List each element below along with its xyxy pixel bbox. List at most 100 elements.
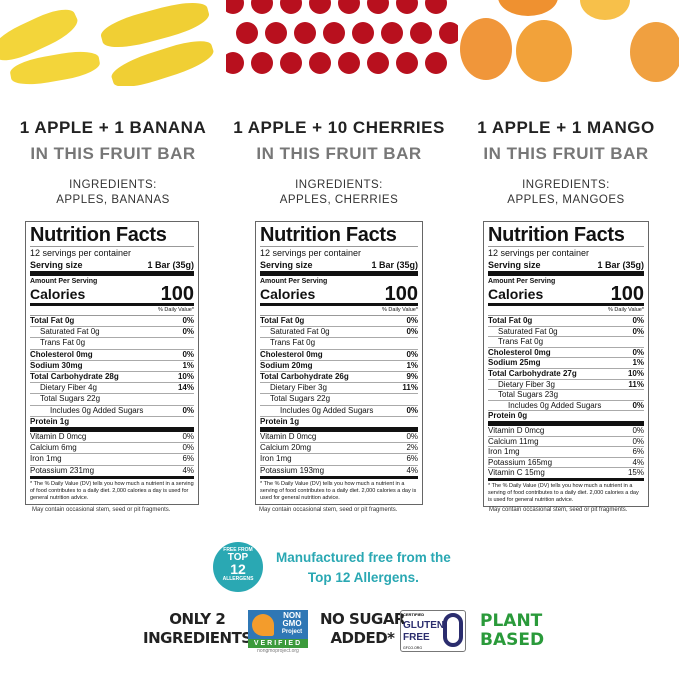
butterfly-icon	[252, 614, 274, 636]
ingredients: INGREDIENTS: APPLES, CHERRIES	[229, 178, 449, 208]
servings-per-container: 12 servings per container	[488, 248, 590, 258]
nutrient-name: Saturated Fat 0g	[498, 326, 558, 336]
nutrient-row: Iron 1mg 6%	[260, 454, 418, 466]
nutrient-name: Vitamin D 0mcg	[488, 425, 545, 435]
serving-size-value: 1 Bar (35g)	[147, 260, 194, 270]
nutrient-row: Includes 0g Added Sugars 0%	[30, 406, 194, 417]
nutrient-name: Trans Fat 0g	[498, 337, 544, 347]
nutrient-daily-value: 10%	[627, 368, 644, 378]
logo-text: FREE	[403, 632, 430, 643]
nutrient-row: Saturated Fat 0g 0%	[260, 327, 418, 339]
cherry-shape	[280, 0, 302, 14]
cherry-shape	[236, 22, 258, 44]
calories-label: Calories	[488, 286, 544, 302]
badge-line: NO SUGAR	[320, 610, 405, 628]
serving-size-row: Serving size 1 Bar (35g)	[30, 259, 194, 276]
cherry-shape	[352, 22, 374, 44]
nutrient-daily-value: 0%	[632, 425, 644, 435]
allergen-free-badge: FREE FROM TOP 12 ALLERGENS	[213, 542, 263, 592]
logo-text: GMO	[282, 619, 302, 628]
nutrient-row: Total Sugars 22g	[260, 394, 418, 406]
nutrient-name: Iron 1mg	[488, 447, 520, 457]
nutrient-row: Sodium 25mg 1%	[488, 358, 644, 369]
nutrient-daily-value: 1%	[182, 360, 194, 370]
nutrient-name: Cholesterol 0mg	[30, 349, 93, 359]
nutrient-row: Vitamin D 0mcg 0%	[488, 426, 644, 437]
ingredients-label: INGREDIENTS:	[69, 179, 157, 191]
nutrient-name: Calcium 6mg	[30, 443, 77, 453]
nutrient-row: Saturated Fat 0g 0%	[488, 327, 644, 338]
nutrient-name: Sodium 20mg	[260, 360, 313, 370]
logo-text: CERTIFIED	[403, 612, 425, 617]
nutrient-daily-value: 0%	[632, 347, 644, 357]
nutrient-row: Total Fat 0g 0%	[488, 316, 644, 327]
calories-label: Calories	[260, 286, 316, 302]
badge-line: ONLY 2	[169, 610, 226, 628]
daily-value-header: % Daily Value*	[488, 306, 644, 316]
serving-size-label: Serving size	[488, 260, 541, 270]
serving-size-label: Serving size	[260, 260, 313, 270]
allergen-statement-line: Top 12 Allergens.	[307, 570, 419, 585]
nutrient-row: Trans Fat 0g	[488, 337, 644, 348]
nutrient-daily-value: 2%	[406, 443, 418, 453]
nutrient-row: Protein 1g	[30, 417, 194, 433]
nutrient-row: Sodium 30mg 1%	[30, 360, 194, 373]
badge-line: PLANT	[480, 611, 543, 631]
disclaimer: May contain occasional stem, seed or pit…	[259, 507, 398, 513]
badge-text: 12	[230, 561, 246, 577]
only-2-ingredients-badge: ONLY 2 INGREDIENTS	[143, 610, 252, 648]
cherry-shape	[226, 52, 244, 74]
cherry-shape	[338, 52, 360, 74]
nutrition-facts-title: Nutrition Facts	[260, 224, 418, 247]
ingredients-list: APPLES, CHERRIES	[279, 194, 399, 206]
nutrient-name: Protein 1g	[260, 416, 300, 426]
nutrient-daily-value: 0%	[182, 443, 194, 453]
nutrient-name: Dietary Fiber 3g	[270, 383, 327, 393]
calories-row: Calories 100	[260, 284, 418, 306]
amount-per-serving: Amount Per Serving	[30, 278, 98, 285]
calories-value: 100	[610, 283, 644, 305]
cherry-shape	[367, 0, 389, 14]
ingredients-label: INGREDIENTS:	[295, 179, 383, 191]
product-column: 1 APPLE + 1 BANANA IN THIS FRUIT BAR INGRE…	[3, 118, 223, 208]
nutrient-name: Total Carbohydrate 27g	[488, 368, 577, 378]
nutrient-daily-value: 0%	[182, 349, 194, 359]
nutrient-daily-value: 0%	[632, 326, 644, 336]
nutrient-row: Cholesterol 0mg 0%	[30, 350, 194, 361]
nutrient-name: Includes 0g Added Sugars	[280, 405, 374, 415]
nutrient-name: Potassium 193mg	[260, 465, 325, 475]
disclaimer: May contain occasional stem, seed or pit…	[32, 507, 171, 513]
logo-text: GLUTEN	[403, 620, 445, 631]
nutrient-name: Includes 0g Added Sugars	[50, 405, 144, 415]
serving-size-value: 1 Bar (35g)	[597, 260, 644, 270]
nutrient-row: Potassium 165mg 4%	[488, 458, 644, 469]
badge-text: TOP	[227, 552, 249, 563]
nutrient-name: Total Sugars 22g	[40, 394, 101, 404]
badge-text: FREE FROM	[223, 547, 253, 553]
plant-based-badge: PLANT BASED	[480, 612, 544, 650]
nutrient-name: Total Carbohydrate 26g	[260, 372, 349, 382]
nutrient-name: Vitamin D 0mcg	[30, 432, 87, 442]
amount-per-serving: Amount Per Serving	[260, 278, 328, 285]
nutrient-daily-value: 0%	[406, 327, 418, 337]
cherry-shape	[396, 52, 418, 74]
nutrient-name: Saturated Fat 0g	[40, 327, 100, 337]
ingredients: INGREDIENTS: APPLES, BANANAS	[3, 178, 223, 208]
nutrient-row: Includes 0g Added Sugars 0%	[260, 406, 418, 417]
nutrient-name: Dietary Fiber 4g	[40, 383, 97, 393]
nutrient-name: Trans Fat 0g	[270, 338, 316, 348]
product-column: 1 APPLE + 10 CHERRIES IN THIS FRUIT BAR IN…	[229, 118, 449, 208]
nutrient-row: Dietary Fiber 3g 11%	[488, 380, 644, 391]
nutrient-row: Dietary Fiber 4g 14%	[30, 383, 194, 395]
serving-size-row: Serving size 1 Bar (35g)	[260, 259, 418, 276]
nutrient-row: Dietary Fiber 3g 11%	[260, 383, 418, 395]
nutrient-daily-value: 11%	[402, 383, 418, 393]
cherry-shape	[280, 52, 302, 74]
badge-line: ADDED*	[330, 629, 395, 647]
nutrient-name: Vitamin C 15mg	[488, 468, 545, 478]
nutrient-row: Total Fat 0g 0%	[30, 316, 194, 328]
ingredients-label: INGREDIENTS:	[522, 179, 610, 191]
serving-size-row: Serving size 1 Bar (35g)	[488, 259, 644, 276]
nutrient-row: Total Sugars 22g	[30, 394, 194, 406]
banana-image	[0, 0, 226, 86]
